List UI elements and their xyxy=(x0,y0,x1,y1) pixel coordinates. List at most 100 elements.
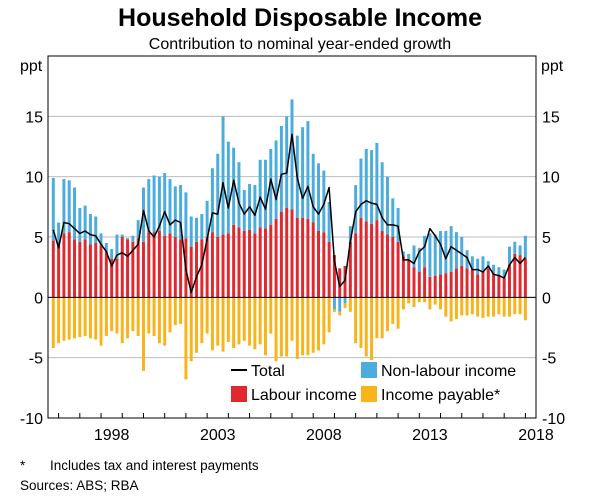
bar-non-labour xyxy=(221,116,225,235)
bar-non-labour xyxy=(274,140,278,219)
bar-labour xyxy=(67,232,71,298)
bar-labour xyxy=(157,230,161,298)
bar-income-payable xyxy=(248,297,252,346)
bar-income-payable xyxy=(391,297,395,324)
footnote-line: * Includes tax and interest payments xyxy=(20,456,259,476)
bar-non-labour xyxy=(449,226,453,272)
bar-labour xyxy=(518,255,522,298)
bar-labour xyxy=(481,270,485,298)
bar-income-payable xyxy=(465,297,469,316)
bar-income-payable xyxy=(407,297,411,304)
bar-non-labour xyxy=(99,233,103,246)
legend-payable-label: Income payable* xyxy=(381,387,500,404)
bar-labour xyxy=(216,237,220,298)
bar-labour xyxy=(110,258,114,298)
bar-income-payable xyxy=(141,297,145,371)
bar-income-payable xyxy=(189,297,193,362)
bar-non-labour xyxy=(364,148,368,222)
bar-non-labour xyxy=(104,243,108,252)
bar-income-payable xyxy=(263,297,267,356)
bar-income-payable xyxy=(449,297,453,322)
bar-labour xyxy=(301,217,305,298)
bar-income-payable xyxy=(67,297,71,340)
bar-labour xyxy=(470,269,474,298)
bar-labour xyxy=(258,227,262,298)
bar-labour xyxy=(237,227,241,298)
bar-labour xyxy=(332,255,336,298)
bar-labour xyxy=(417,271,421,298)
bar-non-labour xyxy=(168,179,172,234)
bar-income-payable xyxy=(317,297,321,351)
bar-income-payable xyxy=(322,297,326,345)
bar-income-payable xyxy=(152,297,156,336)
y-tick-label-left: 5 xyxy=(34,230,43,247)
bar-non-labour xyxy=(131,235,135,242)
bar-non-labour xyxy=(439,230,443,275)
bar-non-labour xyxy=(258,159,262,228)
bar-non-labour xyxy=(417,247,421,272)
bar-labour xyxy=(439,274,443,298)
bar-labour xyxy=(354,233,358,298)
bar-non-labour xyxy=(62,179,66,234)
bar-income-payable xyxy=(173,297,177,326)
bar-labour xyxy=(391,237,395,298)
bar-labour xyxy=(290,209,294,298)
bar-labour xyxy=(407,259,411,298)
y-tick-label-right: 0 xyxy=(542,290,551,307)
bar-labour xyxy=(401,256,405,298)
bar-non-labour xyxy=(370,150,374,224)
bar-non-labour xyxy=(226,141,230,234)
bar-non-labour xyxy=(306,121,310,219)
y-tick-label-right: 10 xyxy=(542,170,560,187)
x-tick-label: 2018 xyxy=(518,427,554,444)
bar-income-payable xyxy=(290,297,294,341)
bar-income-payable xyxy=(370,297,374,361)
legend-labour-swatch xyxy=(231,386,247,402)
bar-income-payable xyxy=(306,297,310,356)
bar-labour xyxy=(396,241,400,298)
bar-income-payable xyxy=(104,297,108,336)
bar-income-payable xyxy=(481,297,485,318)
bar-labour xyxy=(311,222,315,298)
bar-income-payable xyxy=(62,297,66,341)
bar-income-payable xyxy=(396,297,400,329)
bar-income-payable xyxy=(375,297,379,339)
chart-title: Household Disposable Income xyxy=(118,4,482,32)
bar-labour xyxy=(221,234,225,298)
bar-income-payable xyxy=(454,297,458,320)
bar-income-payable xyxy=(120,297,124,344)
bar-labour xyxy=(322,232,326,298)
bar-non-labour xyxy=(444,230,448,274)
bar-income-payable xyxy=(157,297,161,344)
bar-income-payable xyxy=(115,297,119,334)
bar-non-labour xyxy=(179,185,183,240)
bar-income-payable xyxy=(486,297,490,317)
bar-income-payable xyxy=(126,297,130,339)
bar-income-payable xyxy=(94,297,98,340)
bar-non-labour xyxy=(51,177,55,241)
bar-non-labour xyxy=(253,185,257,234)
bar-non-labour xyxy=(428,233,432,277)
bar-income-payable xyxy=(200,297,204,344)
bar-labour xyxy=(317,230,321,298)
bar-non-labour xyxy=(359,158,363,218)
bar-non-labour xyxy=(385,176,389,235)
bar-non-labour xyxy=(237,162,241,228)
bar-non-labour xyxy=(513,241,517,254)
bar-non-labour xyxy=(502,269,506,279)
bar-labour xyxy=(343,265,347,298)
bar-non-labour xyxy=(263,159,267,229)
bar-income-payable xyxy=(439,297,443,310)
bar-income-payable xyxy=(179,297,183,324)
bar-non-labour xyxy=(136,220,140,239)
bar-labour xyxy=(269,224,273,298)
bar-income-payable xyxy=(258,297,262,345)
bar-income-payable xyxy=(226,297,230,342)
bar-labour xyxy=(306,218,310,298)
bar-non-labour xyxy=(200,214,204,240)
bar-non-labour xyxy=(157,176,161,231)
bar-income-payable xyxy=(99,297,103,346)
bar-non-labour xyxy=(460,237,464,266)
bar-labour xyxy=(147,232,151,298)
bar-income-payable xyxy=(343,303,347,309)
